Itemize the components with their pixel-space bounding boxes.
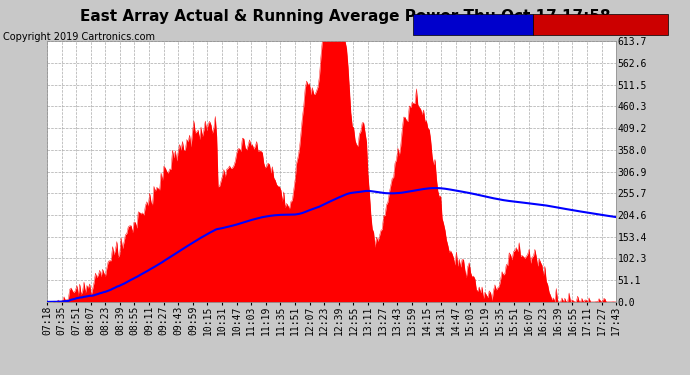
Text: Average  (DC Watts): Average (DC Watts): [425, 20, 521, 29]
Text: Copyright 2019 Cartronics.com: Copyright 2019 Cartronics.com: [3, 32, 155, 42]
Text: East Array Actual & Running Average Power Thu Oct 17 17:58: East Array Actual & Running Average Powe…: [79, 9, 611, 24]
Text: East Array  (DC Watts): East Array (DC Watts): [548, 20, 653, 29]
